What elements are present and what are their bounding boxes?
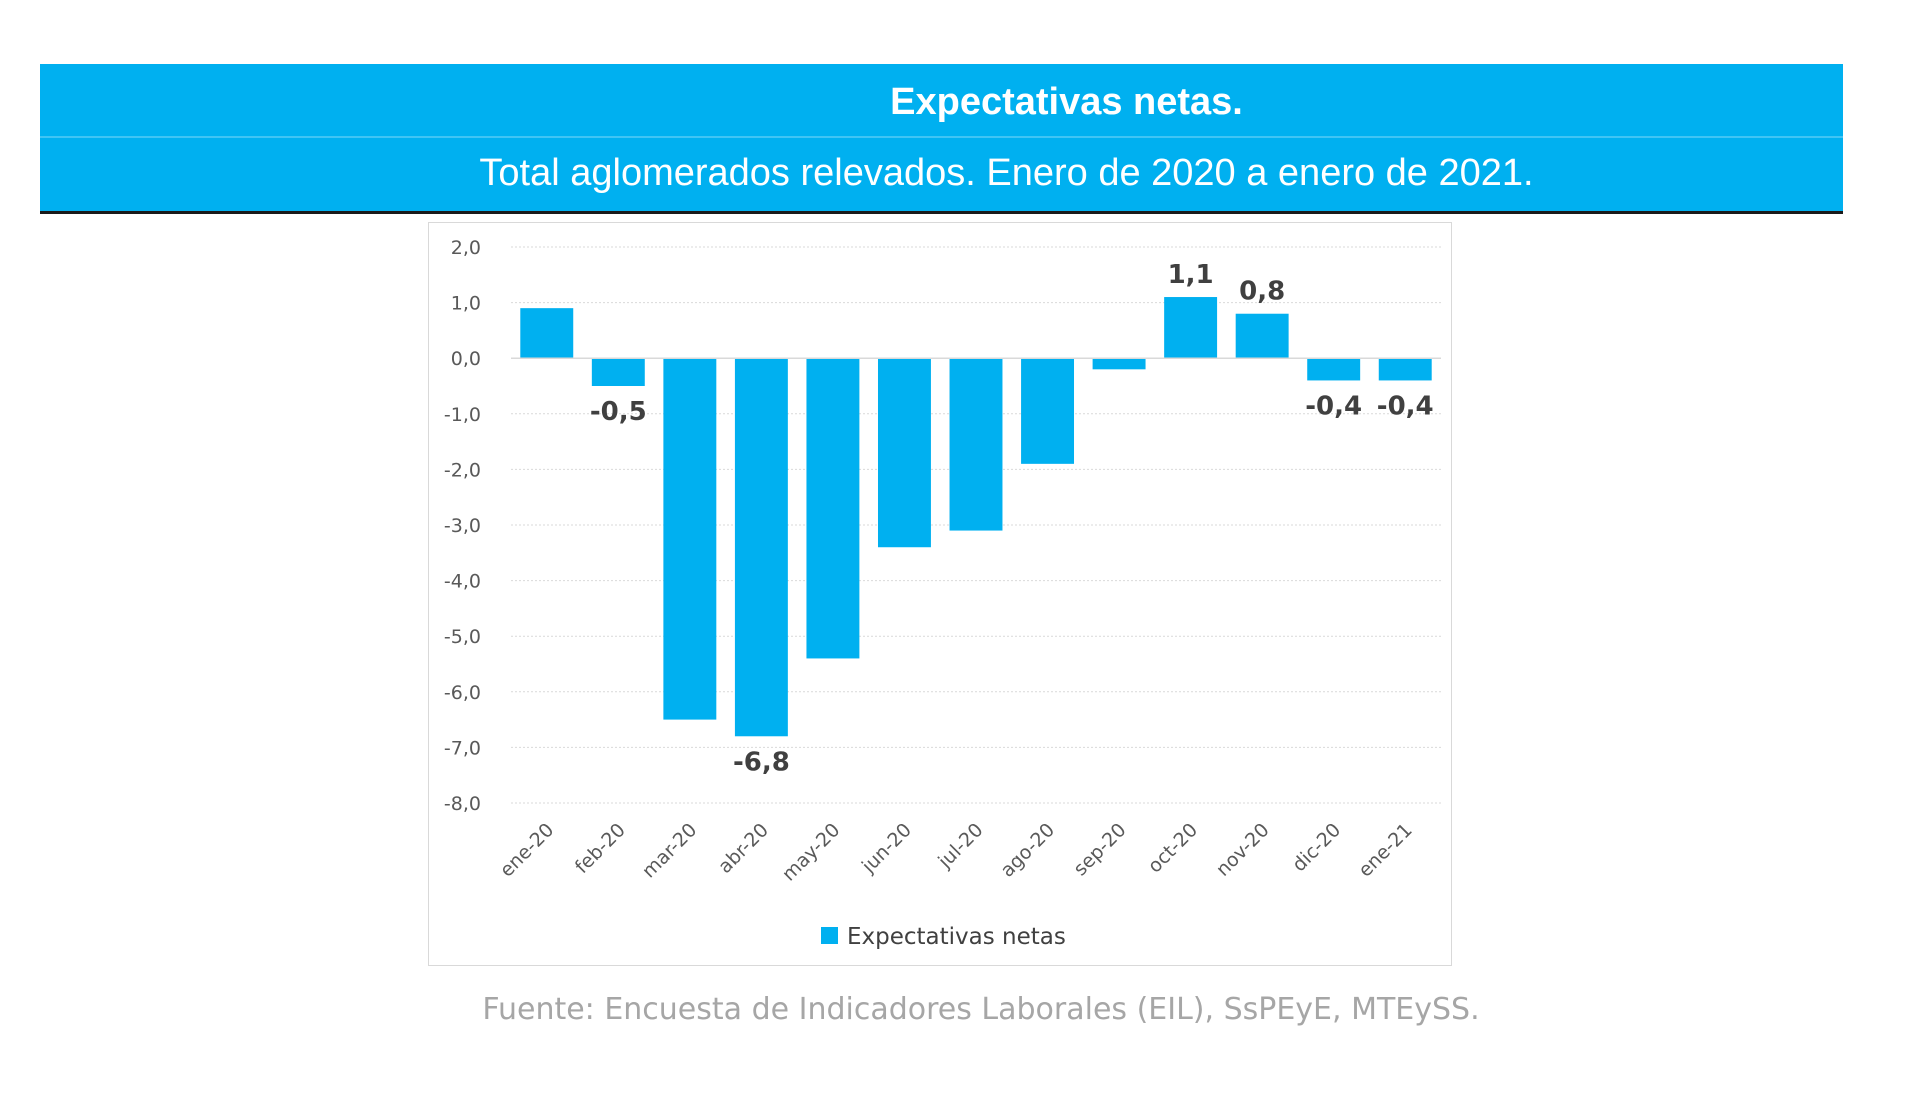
y-tick-label: -2,0: [444, 459, 481, 481]
bar-chart: 2,0 1,0 0,0 -1,0 -2,0 -3,0 -4,0 -5,0 -6,0 -7,0 -8,…: [444, 237, 1441, 950]
x-tick-label: ago-20: [996, 819, 1059, 882]
bar: [591, 358, 645, 386]
y-tick-label: -4,0: [444, 571, 481, 593]
x-tick-label: abr-20: [714, 819, 773, 878]
x-tick-label: feb-20: [571, 819, 630, 878]
legend: Expectativas netas: [821, 924, 1066, 950]
title-banner: Expectativas netas. Total aglomerados re…: [40, 64, 1843, 214]
y-tick-label: -1,0: [444, 404, 481, 426]
y-tick-label: -7,0: [444, 737, 481, 759]
x-tick-label: oct-20: [1144, 819, 1202, 877]
bar: [877, 358, 931, 548]
y-tick-label: -6,0: [444, 682, 481, 704]
bar: [806, 358, 860, 659]
data-labels: -0,5 -6,8 1,1 0,8 -0,4 -0,4: [590, 260, 1434, 777]
bars: [520, 297, 1432, 737]
chart-area: 2,0 1,0 0,0 -1,0 -2,0 -3,0 -4,0 -5,0 -6,0 -7,0 -8,…: [428, 222, 1452, 966]
banner-divider: [40, 136, 1843, 138]
y-axis-ticks: 2,0 1,0 0,0 -1,0 -2,0 -3,0 -4,0 -5,0 -6,0 -7,0 -8,…: [444, 237, 481, 815]
y-tick-label: -3,0: [444, 515, 481, 537]
legend-label: Expectativas netas: [847, 924, 1066, 950]
chart-title: Expectativas netas.: [890, 81, 1243, 123]
x-tick-label: jul-20: [933, 819, 987, 873]
data-label: -0,5: [590, 397, 647, 427]
source-note: Fuente: Encuesta de Indicadores Laborale…: [482, 992, 1480, 1027]
x-tick-label: sep-20: [1069, 819, 1130, 880]
data-label: 1,1: [1168, 260, 1214, 290]
bar: [734, 358, 788, 737]
y-tick-label: -5,0: [444, 626, 481, 648]
bar: [949, 358, 1003, 531]
x-tick-label: jun-20: [857, 819, 916, 878]
x-tick-label: ene-21: [1354, 819, 1417, 882]
bar: [1378, 358, 1432, 381]
x-tick-label: ene-20: [496, 819, 559, 882]
legend-swatch: [821, 927, 838, 944]
data-label: -6,8: [733, 747, 790, 777]
bar: [1164, 297, 1218, 359]
bar: [1021, 358, 1075, 464]
y-tick-label: 1,0: [451, 293, 481, 315]
x-axis-ticks: ene-20 feb-20 mar-20 abr-20 may-20 jun-20 jul-…: [496, 819, 1417, 886]
chart-subtitle: Total aglomerados relevados. Enero de 20…: [479, 152, 1534, 194]
data-label: 0,8: [1239, 277, 1285, 307]
bar: [520, 308, 574, 359]
x-tick-label: dic-20: [1288, 819, 1345, 876]
x-tick-label: mar-20: [638, 819, 701, 882]
x-tick-label: nov-20: [1212, 819, 1274, 881]
bar: [1092, 358, 1146, 370]
data-label: -0,4: [1305, 391, 1362, 421]
x-tick-label: may-20: [778, 819, 845, 886]
y-tick-label: 2,0: [451, 237, 481, 259]
bar: [1307, 358, 1361, 381]
y-tick-label: 0,0: [451, 348, 481, 370]
bar: [1235, 313, 1289, 359]
data-label: -0,4: [1377, 391, 1434, 421]
y-tick-label: -8,0: [444, 793, 481, 815]
bar: [663, 358, 717, 720]
